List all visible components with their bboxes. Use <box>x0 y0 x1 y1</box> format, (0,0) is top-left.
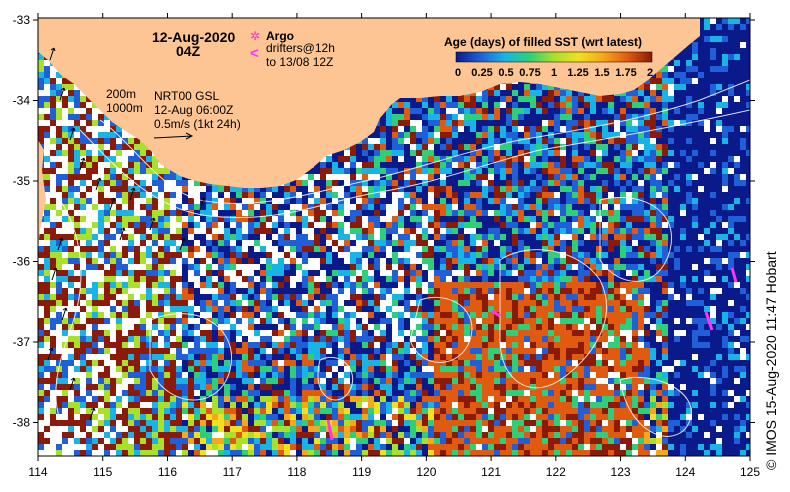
colorbar-tick-label: 0 <box>455 67 461 79</box>
drifter-tracks <box>326 267 738 441</box>
argo-label: Argo <box>266 29 294 43</box>
product-line2: 12-Aug 06:00Z <box>154 103 233 117</box>
product-line1: NRT00 GSL <box>154 89 219 103</box>
y-tick-label: -34 <box>13 94 31 108</box>
colorbar-tick-label: 0.75 <box>519 67 540 79</box>
colorbar-tick-label: 1.75 <box>615 67 636 79</box>
drifter-label-line1: drifters@12h <box>266 41 335 55</box>
colorbar-tick-label: 1 <box>551 67 557 79</box>
drifter-label-line2: to 13/08 12Z <box>266 55 333 69</box>
y-axis: -33 -34 -35 -36 -37 -38 <box>13 13 755 430</box>
y-tick-label: -33 <box>13 13 31 27</box>
x-tick-label: 118 <box>287 465 306 479</box>
x-tick-label: 120 <box>416 465 436 479</box>
scale-arrow-icon <box>153 132 194 140</box>
credit-label: © IMOS 15-Aug-2020 11:47 Hobart <box>763 251 779 470</box>
x-tick-label: 116 <box>158 465 177 479</box>
title-date: 12-Aug-2020 <box>152 29 235 45</box>
colorbar <box>455 51 653 63</box>
scale-label: 0.5m/s (1kt 24h) <box>154 117 241 131</box>
x-tick-label: 121 <box>481 465 501 479</box>
y-tick-label: -35 <box>13 174 31 188</box>
x-tick-label: 115 <box>93 465 112 479</box>
colorbar-tick-label: 2 <box>647 67 653 79</box>
depth-200-label: 200m <box>106 87 136 101</box>
colorbar-tick-label: 0.25 <box>471 67 492 79</box>
plot-frame <box>37 17 751 457</box>
bathymetry-contours <box>55 79 750 437</box>
y-tick-label: -36 <box>13 255 31 269</box>
colorbar-tick-label: 0.5 <box>498 67 513 79</box>
colorbar-tick-label: 1.5 <box>594 67 609 79</box>
x-tick-label: 123 <box>611 465 631 479</box>
colorbar-ticks: 0 0.25 0.5 0.75 1 1.25 1.5 1.75 2 <box>455 67 653 79</box>
x-axis: 114 115 116 117 118 119 120 121 122 123 124 125 <box>28 13 760 479</box>
y-tick-label: -37 <box>13 335 31 349</box>
x-tick-label: 125 <box>740 465 760 479</box>
x-tick-label: 114 <box>28 465 47 479</box>
colorbar-title: Age (days) of filled SST (wrt latest) <box>444 35 642 49</box>
x-tick-label: 117 <box>223 465 242 479</box>
title-time: 04Z <box>176 43 201 59</box>
argo-icon: ✲ <box>250 29 260 43</box>
land-west-cape <box>38 140 46 250</box>
drifter-icon: < <box>250 45 259 62</box>
current-vectors <box>47 47 206 421</box>
x-tick-label: 119 <box>352 465 371 479</box>
colorbar-tick-label: 1.25 <box>567 67 588 79</box>
depth-1000-label: 1000m <box>106 101 143 115</box>
y-tick-label: -38 <box>13 416 31 430</box>
x-tick-label: 124 <box>675 465 695 479</box>
x-tick-label: 122 <box>546 465 566 479</box>
